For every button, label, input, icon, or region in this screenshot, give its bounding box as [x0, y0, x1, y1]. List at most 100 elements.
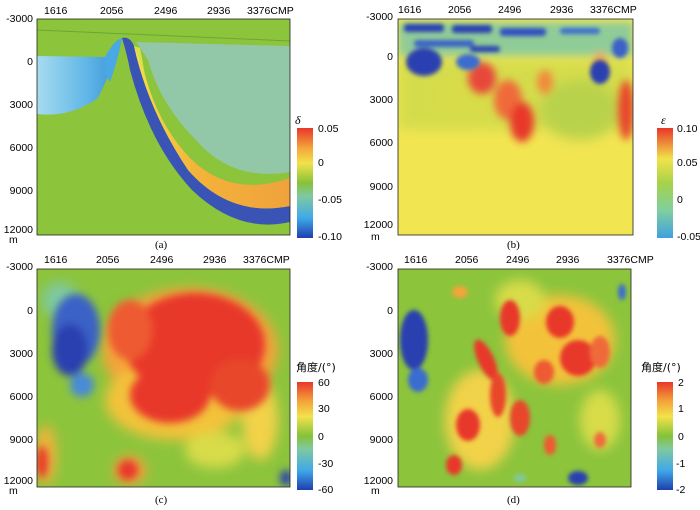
panel-a-colorbar-symbol: δ: [295, 113, 301, 127]
panel-c-x-ticks: 1616 2056 2496 2936 3376CMP: [44, 254, 290, 266]
panel-d-colorbar-ramp: [657, 382, 673, 490]
panel-a-frame: [36, 18, 291, 236]
panel-b-colorbar-tick: -0.05: [677, 231, 700, 243]
panel-c-colorbar-tick: 60: [318, 377, 330, 389]
panel-b-x-tick: 1616: [398, 4, 422, 16]
panel-c-y-unit: m: [9, 485, 18, 497]
panel-a-colorbar: δ 0.05 0 -0.05 -0.10: [295, 113, 342, 243]
panel-d-y-unit: m: [371, 485, 380, 497]
panel-b-y-tick: 0: [387, 51, 393, 63]
panel-a-colorbar-tick: -0.10: [318, 231, 342, 243]
panel-a: 1616 2056 2496 2936 3376CMP -3000 0 3000…: [4, 5, 342, 251]
panel-a-image: [37, 19, 290, 235]
panel-d-colorbar-tick: -1: [676, 458, 685, 470]
panel-c-colorbar-label: 角度/(°): [296, 360, 336, 374]
panel-d-colorbar-tick: -2: [676, 484, 685, 496]
panel-d-frame: [397, 268, 632, 488]
panel-b-y-tick: -3000: [366, 11, 393, 23]
panel-c-y-tick: 6000: [10, 391, 34, 403]
panel-c-y-tick: 12000: [4, 475, 33, 487]
panel-b-y-tick: 12000: [364, 219, 393, 231]
panel-d-x-tick: 3376CMP: [607, 254, 654, 266]
panel-a-x-tick: 2496: [154, 5, 178, 17]
panel-d-y-tick: -3000: [366, 261, 393, 273]
panel-c-x-tick: 3376CMP: [243, 254, 290, 266]
panel-d-y-tick: 3000: [370, 348, 394, 360]
panel-c-x-tick: 2056: [96, 254, 120, 266]
panel-d-y-tick: 0: [387, 305, 393, 317]
panel-a-y-ticks: -3000 0 3000 6000 9000 12000: [4, 13, 33, 236]
panel-b-colorbar-tick: 0.05: [677, 157, 698, 169]
panel-d-colorbar-tick: 0: [678, 431, 684, 443]
panel-a-y-tick: 3000: [10, 99, 34, 111]
panel-c-y-ticks: -3000 0 3000 6000 9000 12000: [4, 261, 33, 487]
panel-c-x-tick: 1616: [44, 254, 68, 266]
panel-a-y-tick: 12000: [4, 224, 33, 236]
panel-d-x-tick: 2496: [506, 254, 530, 266]
panel-b-y-unit: m: [371, 231, 380, 243]
panel-c-y-tick: 3000: [10, 348, 34, 360]
panel-c-caption: (c): [155, 494, 168, 506]
panel-c-colorbar-tick: 0: [318, 431, 324, 443]
panel-c-x-tick: 2496: [150, 254, 174, 266]
panel-b-colorbar-tick: 0.10: [677, 123, 698, 135]
panel-d-x-ticks: 1616 2056 2496 2936 3376CMP: [404, 254, 654, 266]
panel-c-colorbar: 角度/(°) 60 30 0 -30 -60: [296, 360, 336, 496]
panel-b: 1616 2056 2496 2936 3376CMP -3000 0 3000…: [364, 4, 700, 251]
panel-b-colorbar-tick: 0: [677, 194, 683, 206]
panel-a-x-ticks: 1616 2056 2496 2936 3376CMP: [44, 5, 294, 17]
panel-a-x-tick: 3376CMP: [247, 5, 294, 17]
panel-b-colorbar-ramp: [657, 128, 673, 238]
panel-a-colorbar-tick: 0: [318, 157, 324, 169]
panel-d-y-tick: 9000: [370, 434, 394, 446]
panel-c-image: [37, 269, 290, 487]
panel-d: 1616 2056 2496 2936 3376CMP -3000 0 3000…: [364, 254, 686, 506]
panel-d-colorbar-tick: 2: [678, 377, 684, 389]
panel-d-colorbar-label: 角度/(°): [641, 360, 681, 374]
panel-b-x-tick: 2056: [448, 4, 472, 16]
panel-a-x-tick: 2936: [207, 5, 231, 17]
panel-b-x-ticks: 1616 2056 2496 2936 3376CMP: [398, 4, 637, 16]
panel-d-colorbar: 角度/(°) 2 1 0 -1 -2: [641, 360, 685, 496]
panel-a-y-tick: 0: [27, 56, 33, 68]
panel-a-x-tick: 2056: [100, 5, 124, 17]
panel-d-y-tick: 12000: [364, 475, 393, 487]
panel-c-colorbar-tick: -30: [318, 458, 333, 470]
panel-c-colorbar-tick: -60: [318, 484, 333, 496]
panel-d-x-tick: 1616: [404, 254, 428, 266]
panel-d-image: [398, 269, 631, 487]
panel-b-caption: (b): [507, 239, 520, 251]
panel-b-y-tick: 3000: [370, 94, 394, 106]
panel-d-y-ticks: -3000 0 3000 6000 9000 12000: [364, 261, 393, 487]
panel-d-x-tick: 2056: [455, 254, 479, 266]
panel-a-y-tick: 6000: [10, 142, 34, 154]
panel-c-y-tick: 9000: [10, 434, 34, 446]
panel-b-y-tick: 6000: [370, 137, 394, 149]
panel-a-x-tick: 1616: [44, 5, 68, 17]
panel-c-colorbar-ramp: [297, 382, 313, 490]
panel-b-frame: [397, 18, 634, 236]
panel-c-x-tick: 2936: [203, 254, 227, 266]
panel-d-colorbar-tick: 1: [678, 403, 684, 415]
panel-a-colorbar-ramp: [297, 128, 313, 238]
panel-a-colorbar-tick: -0.05: [318, 194, 342, 206]
panel-c-y-tick: 0: [27, 305, 33, 317]
panel-c-y-tick: -3000: [6, 261, 33, 273]
panel-c: 1616 2056 2496 2936 3376CMP -3000 0 3000…: [4, 254, 336, 506]
panel-a-y-unit: m: [9, 234, 18, 246]
panel-b-y-tick: 9000: [370, 181, 394, 193]
panel-a-y-tick: 9000: [10, 185, 34, 197]
panel-b-x-tick: 3376CMP: [590, 4, 637, 16]
panel-a-colorbar-tick: 0.05: [318, 123, 339, 135]
panel-d-caption: (d): [507, 494, 520, 506]
panel-a-y-tick: -3000: [6, 13, 33, 25]
panel-c-colorbar-tick: 30: [318, 403, 330, 415]
panel-b-image: [398, 19, 633, 235]
panel-a-caption: (a): [155, 239, 168, 251]
panel-b-colorbar-symbol: ε: [661, 113, 666, 127]
panel-c-frame: [36, 268, 291, 488]
panel-b-y-ticks: -3000 0 3000 6000 9000 12000: [364, 11, 393, 231]
panel-b-x-tick: 2936: [550, 4, 574, 16]
panel-b-x-tick: 2496: [498, 4, 522, 16]
